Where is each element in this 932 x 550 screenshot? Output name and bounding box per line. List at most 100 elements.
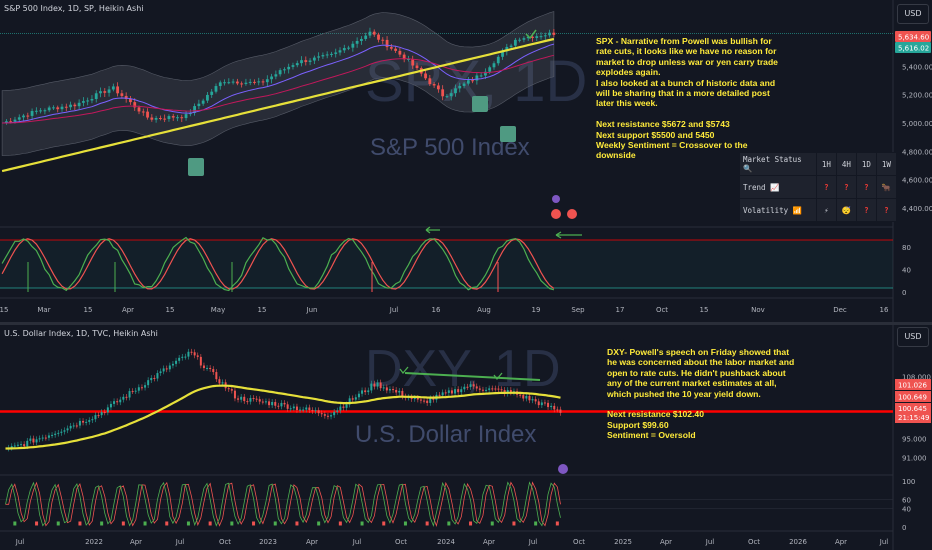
spx-candle [543,35,547,37]
spx-candle [330,53,333,55]
dxy-candle [398,390,401,393]
dxy-price-tick: 91.000 [902,454,927,462]
dxy-candle [333,411,336,416]
spx-candle [308,60,312,62]
dxy-candle [75,425,78,427]
spx-candle [223,82,226,84]
dxy-osc-marker [469,521,473,526]
dxy-time-tick: Oct [395,538,407,546]
dxy-time-tick: Jul [879,538,889,546]
dxy-candle [249,397,252,402]
dxy-candle [410,397,413,399]
dxy_pane-note-line: any of the current market estimates at a… [607,378,777,389]
dxy-candle [528,395,531,401]
spx-candle [253,81,256,83]
dxy-osc-tick: 40 [902,506,911,514]
spx-price-tag-bg [895,31,931,42]
spx-candle [548,32,551,36]
spx-candle [321,55,325,57]
dxy-candle [199,356,202,366]
dxy-candle [82,420,85,423]
dxy-candle [308,407,311,411]
dxy-candle [348,398,351,405]
timeframe-1h: 1H [816,152,837,176]
dxy-candle [246,401,249,403]
dxy-time-tick: Jul [528,538,538,546]
dxy-candle [10,446,13,448]
spx-price-tick: 5,400.00 [902,63,932,71]
dxy-pane: U.S. Dollar Index, 1D, TVC, Heikin Ashi … [0,325,932,550]
dxy-candle [69,425,72,429]
dxy-event-icon [558,464,568,474]
dxy-candle [379,382,382,389]
dxy-candle [227,388,230,390]
spx-buy-marker [500,126,516,142]
dxy-candle [41,437,44,439]
dxy-osc-marker [230,521,234,526]
dxy-currency-button[interactable]: USD [897,327,929,347]
dxy-candle [20,444,23,446]
spx-candle [402,54,406,60]
dxy-candle [209,367,212,370]
dxy-osc-marker [490,521,494,526]
dxy-candle [150,377,153,381]
spx-time-tick: 15 [700,306,709,314]
dxy-chart[interactable]: 108.000 95.000 91.000 101.026 100.649 100.645… [0,325,932,550]
spx-price-tag: 5,634.60 [898,34,929,42]
spx-candle [479,75,483,77]
spx_pane-note-line: later this week. [596,98,658,109]
spx-time-tick: Jun [306,306,318,314]
dxy-candle [522,395,525,399]
dxy-candle [364,390,367,393]
spx-candle [107,89,111,93]
spx-ma-mid [2,54,555,124]
trend-1h: ? [816,175,837,199]
spx-candle [496,56,500,64]
dxy-watermark-name: U.S. Dollar Index [355,421,537,448]
dxy-candle [252,397,255,399]
dxy-candle [175,360,178,364]
dxy-candle [361,390,364,394]
timeframe-1w: 1W [875,152,898,176]
dxy-candle [122,396,125,400]
dxy-candle [261,401,264,403]
dxy-osc-marker [403,521,407,526]
spx-candle [394,48,398,51]
dxy-candle [54,433,57,435]
spx-candle [368,31,372,36]
dxy-candle [376,382,379,387]
dxy-time-tick: Apr [130,538,142,546]
spx-candle [492,63,496,68]
spx-candle [488,67,492,72]
dxy-candle [475,386,478,389]
dxy-ma-slow [5,384,561,450]
spx-time-tick: Apr [122,306,134,314]
dxy-candle [345,404,348,408]
spx-candle [312,57,316,61]
dxy-candle [305,407,308,410]
spx-candle [158,118,162,120]
dxy-candle [438,394,441,396]
dxy-candle [559,409,562,413]
spx-candle [171,116,175,118]
spx-candle [522,38,526,40]
spx-chart[interactable]: 5,400.00 5,200.00 5,000.00 4,800.00 4,600.00… [0,0,932,322]
volatility-1d: ? [855,198,877,222]
spx-candle [466,80,470,84]
pane-divider[interactable] [0,322,932,325]
dxy-candle [320,413,323,415]
dxy-osc-marker [100,521,104,526]
spx-currency-button[interactable]: USD [897,4,929,24]
dxy-price-tick: 95.000 [902,435,927,443]
spx-candle [244,82,248,84]
dxy-candle [556,409,559,411]
spx-candle [34,110,38,112]
dxy-osc-marker [252,521,256,526]
dxy-candle [388,389,391,391]
spx-time-tick: 15 [84,306,93,314]
spx-price-tick: 5,200.00 [902,92,932,100]
spx-candle [240,83,244,85]
spx-candle [231,81,235,83]
spx-title: S&P 500 Index, 1D, SP, Heikin Ashi [4,4,144,13]
spx-candle [441,89,445,97]
